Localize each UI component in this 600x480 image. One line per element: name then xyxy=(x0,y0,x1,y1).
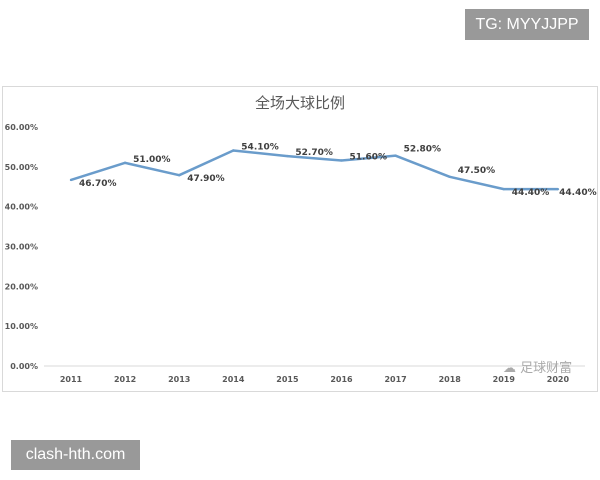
data-label: 44.40% xyxy=(559,188,597,198)
x-tick-label: 2012 xyxy=(114,375,136,384)
y-tick-label: 30.00% xyxy=(5,243,38,252)
data-label: 47.90% xyxy=(187,174,225,184)
data-label: 46.70% xyxy=(79,179,117,189)
chart-frame xyxy=(2,86,598,392)
data-label: 52.70% xyxy=(295,148,333,158)
y-tick-label: 60.00% xyxy=(5,123,38,132)
data-label: 51.60% xyxy=(350,152,388,162)
data-point xyxy=(394,154,397,157)
data-point xyxy=(123,161,127,165)
x-tick-label: 2013 xyxy=(168,375,190,384)
tg-watermark: TG: MYYJJPP xyxy=(465,9,589,40)
wechat-icon: ☁ xyxy=(503,361,516,376)
x-tick-label: 2018 xyxy=(439,375,462,384)
chart-logo-watermark: ☁ 足球财富 xyxy=(503,357,572,376)
data-point xyxy=(502,187,505,191)
data-point xyxy=(232,149,235,152)
y-tick-label: 50.00% xyxy=(5,163,38,172)
data-point xyxy=(69,178,73,182)
data-point xyxy=(556,187,560,191)
y-tick-label: 0.00% xyxy=(10,362,38,371)
series-line xyxy=(70,149,558,191)
x-tick-label: 2016 xyxy=(330,375,353,384)
data-label: 44.40% xyxy=(512,188,550,198)
x-tick-label: 2011 xyxy=(60,375,83,384)
site-watermark: clash-hth.com xyxy=(11,440,140,470)
y-tick-label: 10.00% xyxy=(5,322,38,331)
data-label: 51.00% xyxy=(133,155,171,165)
data-point xyxy=(448,175,451,178)
data-point xyxy=(286,154,289,158)
data-point xyxy=(178,173,181,177)
data-label: 52.80% xyxy=(404,145,442,155)
x-tick-label: 2017 xyxy=(384,375,406,384)
data-label: 54.10% xyxy=(241,143,278,153)
x-tick-label: 2020 xyxy=(547,375,570,384)
data-label: 47.50% xyxy=(458,166,496,176)
data-point xyxy=(340,159,343,162)
y-tick-label: 20.00% xyxy=(5,282,38,291)
y-tick-label: 40.00% xyxy=(5,203,38,212)
x-tick-label: 2015 xyxy=(276,375,299,384)
chart-logo-text: 足球财富 xyxy=(520,361,573,376)
x-tick-label: 2014 xyxy=(222,375,245,384)
chart-title: 全场大球比例 xyxy=(254,94,345,112)
x-tick-label: 2019 xyxy=(493,375,516,384)
